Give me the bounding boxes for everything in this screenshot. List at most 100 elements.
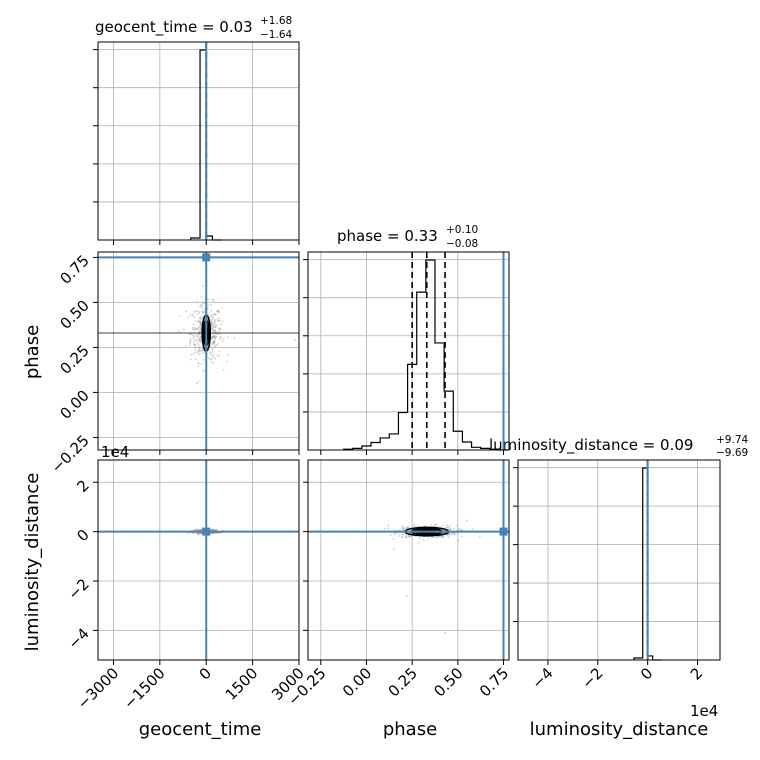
sample-point xyxy=(213,320,216,323)
sample-point xyxy=(212,341,215,344)
sample-point xyxy=(198,312,201,314)
sample-point xyxy=(209,358,212,361)
sample-point xyxy=(193,316,196,319)
sample-point xyxy=(211,529,214,531)
sample-point xyxy=(210,357,213,360)
sample-point xyxy=(200,321,203,324)
sample-point xyxy=(408,535,411,538)
sample-point xyxy=(196,350,199,353)
hist-panel-luminosity_distance: −4 −2 0 2 xyxy=(513,459,721,692)
sample-point xyxy=(434,523,437,526)
sample-point xyxy=(194,358,197,361)
sample-point xyxy=(212,300,215,303)
sample-point xyxy=(460,535,463,538)
sample-point xyxy=(226,353,229,356)
ytick-label: −0.25 xyxy=(48,432,93,477)
sample-point xyxy=(212,353,215,356)
truth-marker xyxy=(499,527,508,536)
sample-point xyxy=(212,532,215,535)
sample-point xyxy=(446,534,449,537)
sample-point xyxy=(194,328,197,331)
sample-point xyxy=(406,526,409,529)
sample-point xyxy=(194,346,197,349)
sample-point xyxy=(211,298,214,301)
sample-point xyxy=(219,338,222,340)
sample-point xyxy=(198,349,200,352)
sample-point xyxy=(214,329,217,332)
sample-point xyxy=(195,339,198,342)
sample-point xyxy=(196,339,198,342)
sample-point xyxy=(189,333,192,335)
sample-point xyxy=(447,536,450,538)
sample-point xyxy=(215,528,218,531)
sample-point xyxy=(213,337,216,339)
sample-point xyxy=(465,519,468,522)
sample-point xyxy=(430,523,433,526)
sample-point xyxy=(199,352,201,355)
sample-point xyxy=(198,349,201,352)
sample-point xyxy=(213,337,216,339)
sample-point xyxy=(194,333,196,336)
sample-point xyxy=(198,340,201,343)
sample-point xyxy=(216,354,219,357)
sample-point xyxy=(212,335,215,338)
sample-point xyxy=(200,529,203,531)
sample-point xyxy=(194,319,197,322)
sample-point xyxy=(200,321,202,324)
sample-point xyxy=(212,340,215,343)
sample-point xyxy=(213,319,216,321)
sample-point xyxy=(199,328,202,331)
sample-point xyxy=(213,322,216,324)
sample-point xyxy=(188,344,191,347)
scatter-geocent_time-luminosity_distance-frame xyxy=(97,459,300,661)
sample-point xyxy=(199,335,202,338)
sample-point xyxy=(182,328,185,331)
sample-point xyxy=(446,526,449,529)
ylabel-phase: phase xyxy=(22,325,43,379)
sample-point xyxy=(210,528,213,531)
title-geocent-time-upper: +1.68 xyxy=(260,15,292,27)
sample-point xyxy=(198,333,201,336)
sample-point xyxy=(402,527,405,530)
sample-point xyxy=(401,527,404,530)
sample-point xyxy=(196,310,198,313)
sample-point xyxy=(449,527,452,530)
sample-point xyxy=(408,535,411,538)
xlabel-geocent-time: geocent_time xyxy=(139,719,262,740)
ytick-label: 0.00 xyxy=(56,387,92,423)
sample-point xyxy=(210,532,213,535)
title-phase: phase = 0.33 xyxy=(337,227,438,245)
sample-point xyxy=(210,323,213,325)
sample-point xyxy=(406,536,409,539)
scatter-panel-geocent_time-vs-luminosity_distance-grid xyxy=(98,460,300,660)
sample-point xyxy=(215,344,218,347)
sample-point xyxy=(294,339,297,342)
sample-point xyxy=(202,369,205,372)
offset-text-luminosity-distance-y: 1e4 xyxy=(101,443,129,461)
sample-point xyxy=(216,333,219,336)
sample-point xyxy=(221,320,224,323)
sample-point xyxy=(212,327,214,330)
sample-point xyxy=(402,528,405,531)
sample-point xyxy=(402,526,405,529)
xlabel-phase: phase xyxy=(383,719,437,740)
sample-point xyxy=(202,358,205,361)
sample-point xyxy=(215,335,218,338)
sample-point xyxy=(434,525,436,528)
sample-point xyxy=(195,351,198,354)
sample-point xyxy=(211,336,214,339)
sample-point xyxy=(202,352,205,355)
sample-point xyxy=(392,538,395,541)
sample-point xyxy=(211,342,214,344)
sample-point xyxy=(193,311,196,313)
sample-point xyxy=(201,317,203,320)
title-geocent-time: geocent_time = 0.03 xyxy=(95,18,253,37)
sample-point xyxy=(196,342,199,345)
sample-point xyxy=(404,536,407,539)
scatter-panel-geocent_time-vs-luminosity_distance: −3000−1500 0 1500 3000−4−202 xyxy=(64,459,308,713)
hist-phase-frame xyxy=(307,251,510,451)
histogram-phase xyxy=(343,259,509,451)
sample-point xyxy=(211,313,214,316)
sample-point xyxy=(214,337,217,340)
